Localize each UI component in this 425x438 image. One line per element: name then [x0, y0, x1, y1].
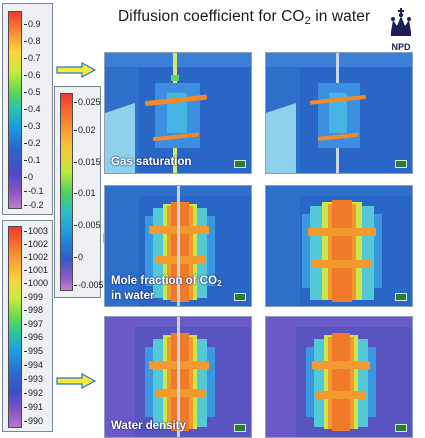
- mole-fraction-color-bar: [60, 93, 73, 291]
- density-tick: 995: [23, 346, 44, 356]
- density-tick: 1002: [23, 239, 49, 249]
- panel-label-line2: in water: [111, 290, 155, 302]
- saturation-tick: 0: [23, 172, 34, 182]
- orientation-icon: [234, 424, 246, 432]
- orientation-icon: [395, 424, 407, 432]
- density-tick: 997: [23, 319, 44, 329]
- page-title: Diffusion coefficient for CO2 in water: [118, 8, 371, 27]
- mole-fraction-color-legend: 0.025 0.02 0.015 0.01 0.005 0 -0.005: [54, 86, 104, 298]
- crown-logo-icon: NPD: [385, 6, 417, 52]
- panel-label: Gas saturation: [111, 156, 192, 168]
- density-tick: 998: [23, 305, 44, 315]
- gas-saturation-panel-left: Gas saturation: [104, 52, 252, 174]
- mole-fraction-tick: 0.02: [74, 125, 96, 135]
- density-tick: 1002: [23, 252, 49, 262]
- density-tick: 994: [23, 360, 44, 370]
- mole-fraction-tick: 0.01: [74, 188, 96, 198]
- density-tick: 990: [23, 416, 44, 426]
- logo-text: NPD: [391, 42, 411, 52]
- mole-fraction-tick: 0.005: [74, 220, 101, 230]
- saturation-tick: 0.6: [24, 70, 41, 80]
- mole-fraction-tick: 0.025: [74, 97, 101, 107]
- density-tick: 992: [23, 388, 44, 398]
- saturation-tick: 0.1: [24, 155, 41, 165]
- panel-label: Water density: [111, 420, 186, 432]
- orientation-icon: [395, 160, 407, 168]
- density-color-bar: [8, 226, 22, 428]
- orientation-icon: [234, 160, 246, 168]
- density-tick: 1000: [23, 278, 49, 288]
- orientation-icon: [395, 293, 407, 301]
- density-tick: 1001: [23, 265, 49, 275]
- panel-label: Mole fraction of CO2: [111, 275, 222, 288]
- saturation-tick: 0.7: [24, 53, 41, 63]
- saturation-tick: 0.3: [24, 121, 41, 131]
- water-density-panel-left: Water density: [104, 316, 252, 438]
- gas-saturation-panel-right: [265, 52, 413, 174]
- density-tick: 1003: [23, 226, 49, 236]
- saturation-tick: 0.2: [24, 138, 41, 148]
- orientation-icon: [234, 293, 246, 301]
- density-tick: 999: [23, 292, 44, 302]
- density-color-legend: 1003 1002 1002 1001 1000 999 998 997 996…: [2, 220, 53, 432]
- water-density-panel-right: [265, 316, 413, 438]
- mole-fraction-tick: 0: [73, 252, 84, 262]
- saturation-tick: 0.8: [24, 36, 41, 46]
- saturation-color-legend: 0.9 0.8 0.7 0.6 0.5 0.4 0.3 0.2 0.1 0 -0…: [2, 3, 53, 215]
- saturation-tick: 0.9: [24, 19, 41, 29]
- mole-fraction-tick: 0.015: [74, 157, 101, 167]
- density-tick: 991: [23, 402, 44, 412]
- saturation-tick: -0.2: [24, 200, 44, 210]
- saturation-color-bar: [8, 11, 22, 209]
- arrow-right-icon: [56, 373, 96, 389]
- mole-fraction-tick: -0.005: [74, 280, 104, 290]
- arrow-right-icon: [56, 62, 96, 78]
- mole-fraction-panel-right: [265, 185, 413, 307]
- saturation-tick: 0.5: [24, 87, 41, 97]
- saturation-tick: 0.4: [24, 104, 41, 114]
- saturation-tick: -0.1: [24, 186, 44, 196]
- density-tick: 993: [23, 374, 44, 384]
- density-tick: 996: [23, 332, 44, 342]
- mole-fraction-panel-left: Mole fraction of CO2 in water: [104, 185, 252, 307]
